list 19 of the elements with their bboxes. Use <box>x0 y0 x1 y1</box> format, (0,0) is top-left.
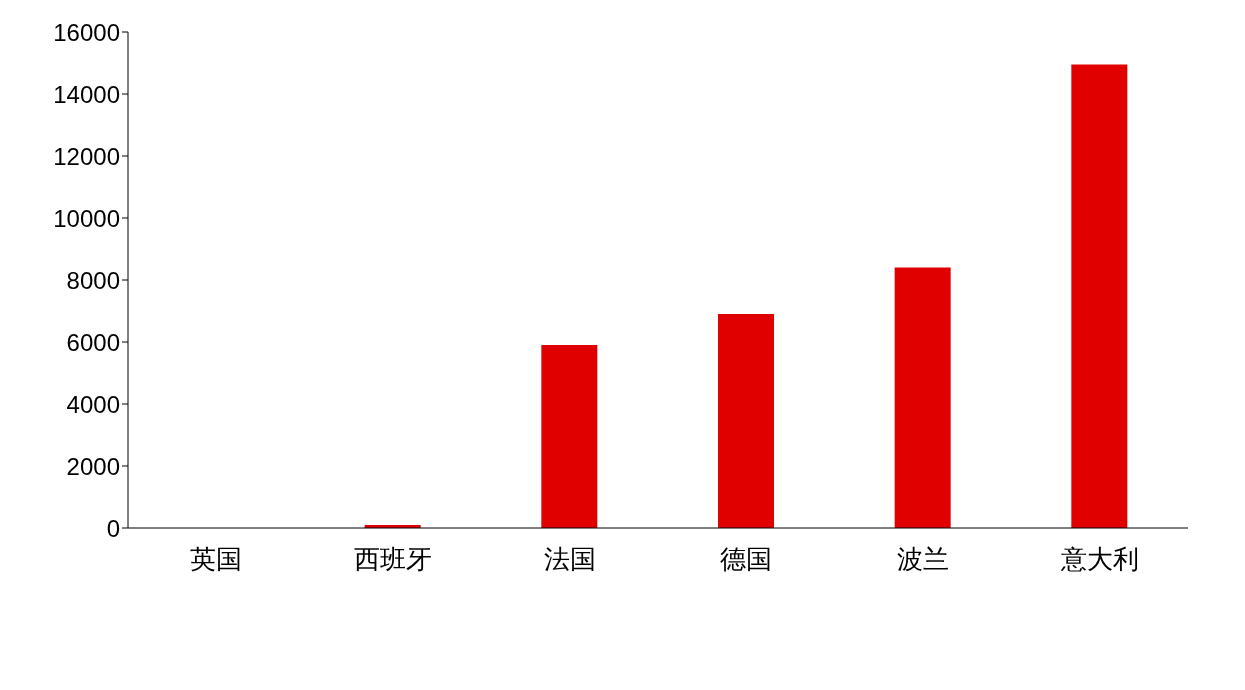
y-tick-label: 2000 <box>66 452 120 480</box>
bar <box>1071 64 1128 528</box>
y-tick-label: 10000 <box>53 204 120 232</box>
x-tick-label: 德国 <box>720 544 773 575</box>
bar <box>718 314 774 528</box>
x-tick-label: 西班牙 <box>354 544 432 575</box>
y-tick-label: 0 <box>106 514 120 542</box>
y-tick-label: 4000 <box>66 390 120 418</box>
y-tick-label: 8000 <box>66 266 120 294</box>
y-tick-label: 16000 <box>53 18 120 46</box>
y-tick-label: 6000 <box>66 328 120 356</box>
x-tick-label: 英国 <box>190 544 243 575</box>
x-tick-label: 波兰 <box>897 544 949 575</box>
x-tick-label: 法国 <box>543 544 596 575</box>
bar <box>541 345 598 528</box>
bar <box>894 267 951 528</box>
y-tick-label: 12000 <box>53 142 120 170</box>
y-tick-label: 14000 <box>53 80 120 108</box>
x-tick-label: 意大利 <box>1059 544 1139 575</box>
